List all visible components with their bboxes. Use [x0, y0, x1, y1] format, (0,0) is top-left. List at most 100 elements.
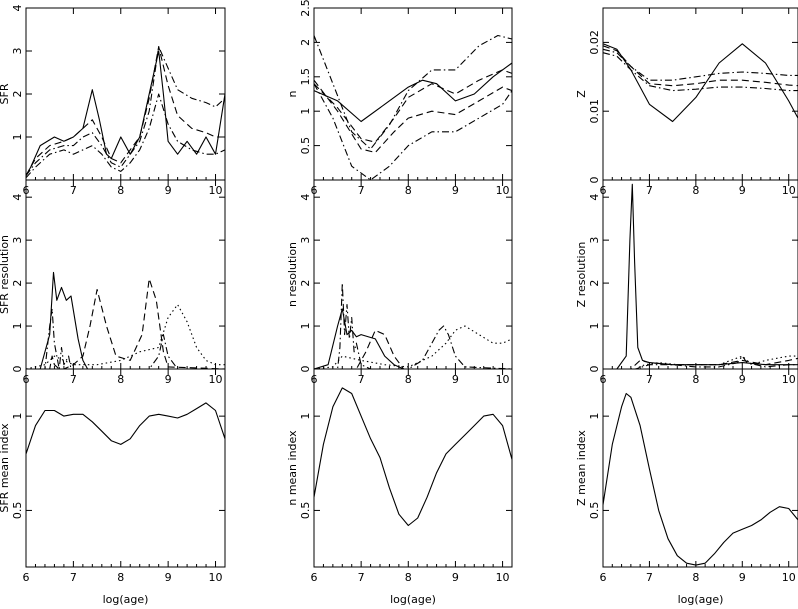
y-tick-label: 2: [11, 280, 24, 287]
series-line-3: [313, 79, 513, 154]
series-line-3: [603, 355, 798, 370]
x-tick-label: 8: [405, 184, 412, 197]
x-tick-label: 6: [600, 571, 607, 584]
x-tick-label: 10: [209, 373, 223, 386]
x-tick-label: 10: [782, 571, 796, 584]
series-line-4: [603, 355, 798, 370]
y-tick-label: 4: [11, 5, 24, 12]
y-tick-label: 1: [588, 323, 601, 330]
series-line-3: [314, 329, 512, 370]
plot-frame: [25, 368, 226, 568]
y-tick-label: 2.5: [299, 0, 312, 17]
y-axis-title: n: [286, 90, 299, 97]
series-line-1: [603, 183, 798, 370]
x-tick-label: 8: [117, 373, 124, 386]
y-tick-label: 3: [11, 237, 24, 244]
x-tick-label: 9: [452, 373, 459, 386]
series-line-1: [602, 43, 798, 123]
plot-frame: [602, 7, 798, 181]
y-tick-label: 0.5: [299, 502, 312, 520]
series-line-2: [26, 308, 225, 370]
x-tick-label: 7: [70, 571, 77, 584]
y-axis-title: Z resolution: [575, 242, 588, 308]
series-line-4: [25, 304, 225, 370]
series-line-1: [25, 50, 226, 176]
x-tick-label: 10: [782, 184, 796, 197]
y-tick-label: 0.01: [588, 99, 601, 124]
x-tick-label: 8: [692, 184, 699, 197]
y-axis-title: SFR resolution: [0, 235, 11, 314]
y-tick-label: 3: [299, 237, 312, 244]
series-line-3: [25, 46, 226, 177]
x-tick-label: 7: [646, 373, 653, 386]
y-tick-label: 3: [588, 237, 601, 244]
x-tick-label: 6: [23, 571, 30, 584]
series-line-3: [26, 278, 226, 370]
y-tick-label: 1: [299, 323, 312, 330]
y-axis-title: SFR: [0, 83, 11, 104]
x-tick-label: 9: [165, 571, 172, 584]
series-line-5: [313, 83, 513, 181]
y-tick-label: 1: [11, 413, 24, 420]
y-axis-title: SFR mean index: [0, 423, 11, 513]
y-tick-label: 3: [11, 48, 24, 55]
series-line-1: [602, 392, 798, 566]
series-line-2: [25, 46, 225, 176]
plot-frame: [313, 368, 513, 568]
x-tick-label: 9: [739, 571, 746, 584]
x-tick-label: 6: [311, 571, 318, 584]
x-tick-label: 10: [209, 571, 223, 584]
y-tick-label: 1: [299, 413, 312, 420]
x-tick-label: 7: [358, 571, 365, 584]
series-line-2: [314, 282, 512, 370]
y-tick-label: 2: [588, 280, 601, 287]
y-tick-label: 1: [11, 134, 24, 141]
y-tick-label: 0.5: [11, 502, 24, 520]
y-tick-label: 0.5: [299, 137, 312, 155]
x-axis-title: log(age): [390, 593, 436, 606]
x-tick-label: 7: [358, 373, 365, 386]
x-tick-label: 7: [70, 184, 77, 197]
x-tick-label: 8: [692, 373, 699, 386]
panel-2: 6 7 8 9 100.511.522.5n: [286, 0, 513, 197]
x-tick-label: 10: [782, 373, 796, 386]
series-line-1: [313, 308, 512, 370]
y-tick-label: 0: [588, 366, 601, 373]
x-tick-label: 8: [405, 571, 412, 584]
series-line-4: [314, 325, 513, 370]
x-tick-label: 9: [165, 184, 172, 197]
x-tick-label: 10: [496, 184, 510, 197]
plot-frame: [25, 7, 226, 181]
series-line-5: [313, 325, 513, 370]
panel-8: 6 7 8 9 10 0.5 1 n mean index log(age): [286, 368, 513, 606]
x-tick-label: 10: [209, 184, 223, 197]
y-tick-label: 4: [299, 194, 312, 201]
x-tick-label: 9: [452, 571, 459, 584]
y-tick-label: 1.5: [299, 68, 312, 86]
series-line-1: [26, 271, 225, 370]
x-tick-label: 7: [358, 184, 365, 197]
panel-9: 6 7 8 9 10 0.5 1 Z mean index log(age): [575, 368, 798, 606]
x-tick-label: 10: [496, 571, 510, 584]
y-axis-title: n mean index: [286, 430, 299, 506]
y-axis-title: Z mean index: [575, 430, 588, 506]
x-tick-label: 10: [496, 373, 510, 386]
series-line-1: [313, 62, 513, 123]
plot-frame: [602, 368, 798, 568]
x-tick-label: 7: [646, 571, 653, 584]
series-line-4: [313, 34, 513, 150]
y-tick-label: 1: [11, 323, 24, 330]
plot-frame: [313, 179, 513, 370]
x-tick-label: 9: [739, 184, 746, 197]
plot-frame: [25, 179, 226, 370]
y-tick-label: 0.02: [588, 30, 601, 55]
x-tick-label: 7: [646, 184, 653, 197]
series-line-4: [25, 93, 226, 179]
plot-frame: [602, 179, 798, 370]
